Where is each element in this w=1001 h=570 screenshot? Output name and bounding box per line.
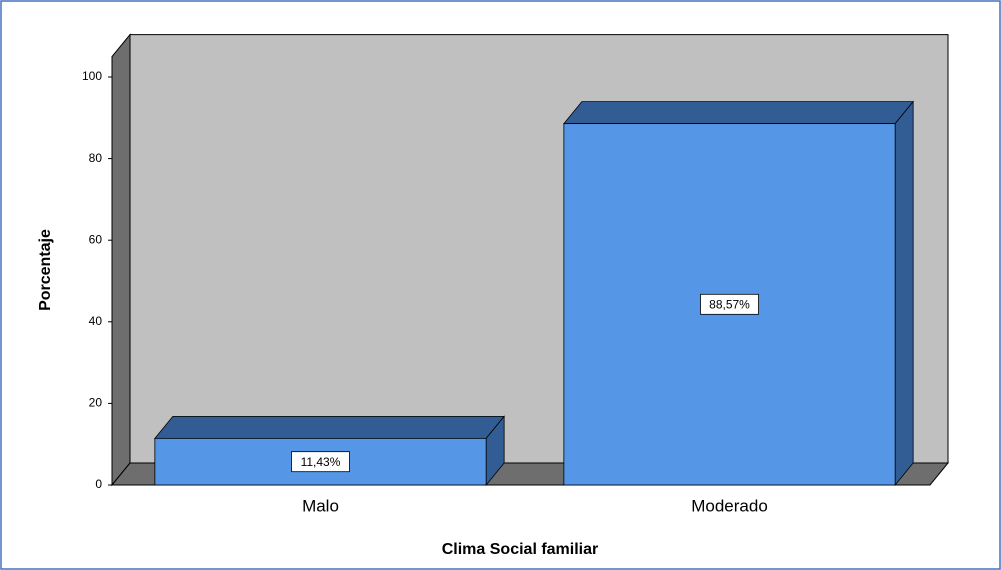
y-tick-label: 40 (89, 314, 103, 328)
x-tick-label: Malo (302, 496, 339, 515)
bar-top (154, 415, 505, 439)
x-axis-title: Clima Social familiar (442, 541, 599, 558)
y-tick-label: 0 (95, 477, 102, 491)
side-wall (111, 33, 131, 487)
value-label-box (291, 451, 350, 473)
x-tick-label: Moderado (691, 496, 768, 515)
value-label-box (700, 293, 759, 315)
y-tick-label: 60 (89, 232, 103, 246)
y-axis-title: Porcentaje (37, 229, 54, 311)
bar-side (894, 100, 914, 487)
y-tick-label: 100 (82, 69, 102, 83)
value-label: 11,43% (301, 455, 341, 469)
bar-top (563, 101, 914, 125)
y-tick-label: 20 (89, 396, 103, 410)
y-tick-label: 80 (89, 151, 103, 165)
value-label: 88,57% (709, 297, 750, 311)
